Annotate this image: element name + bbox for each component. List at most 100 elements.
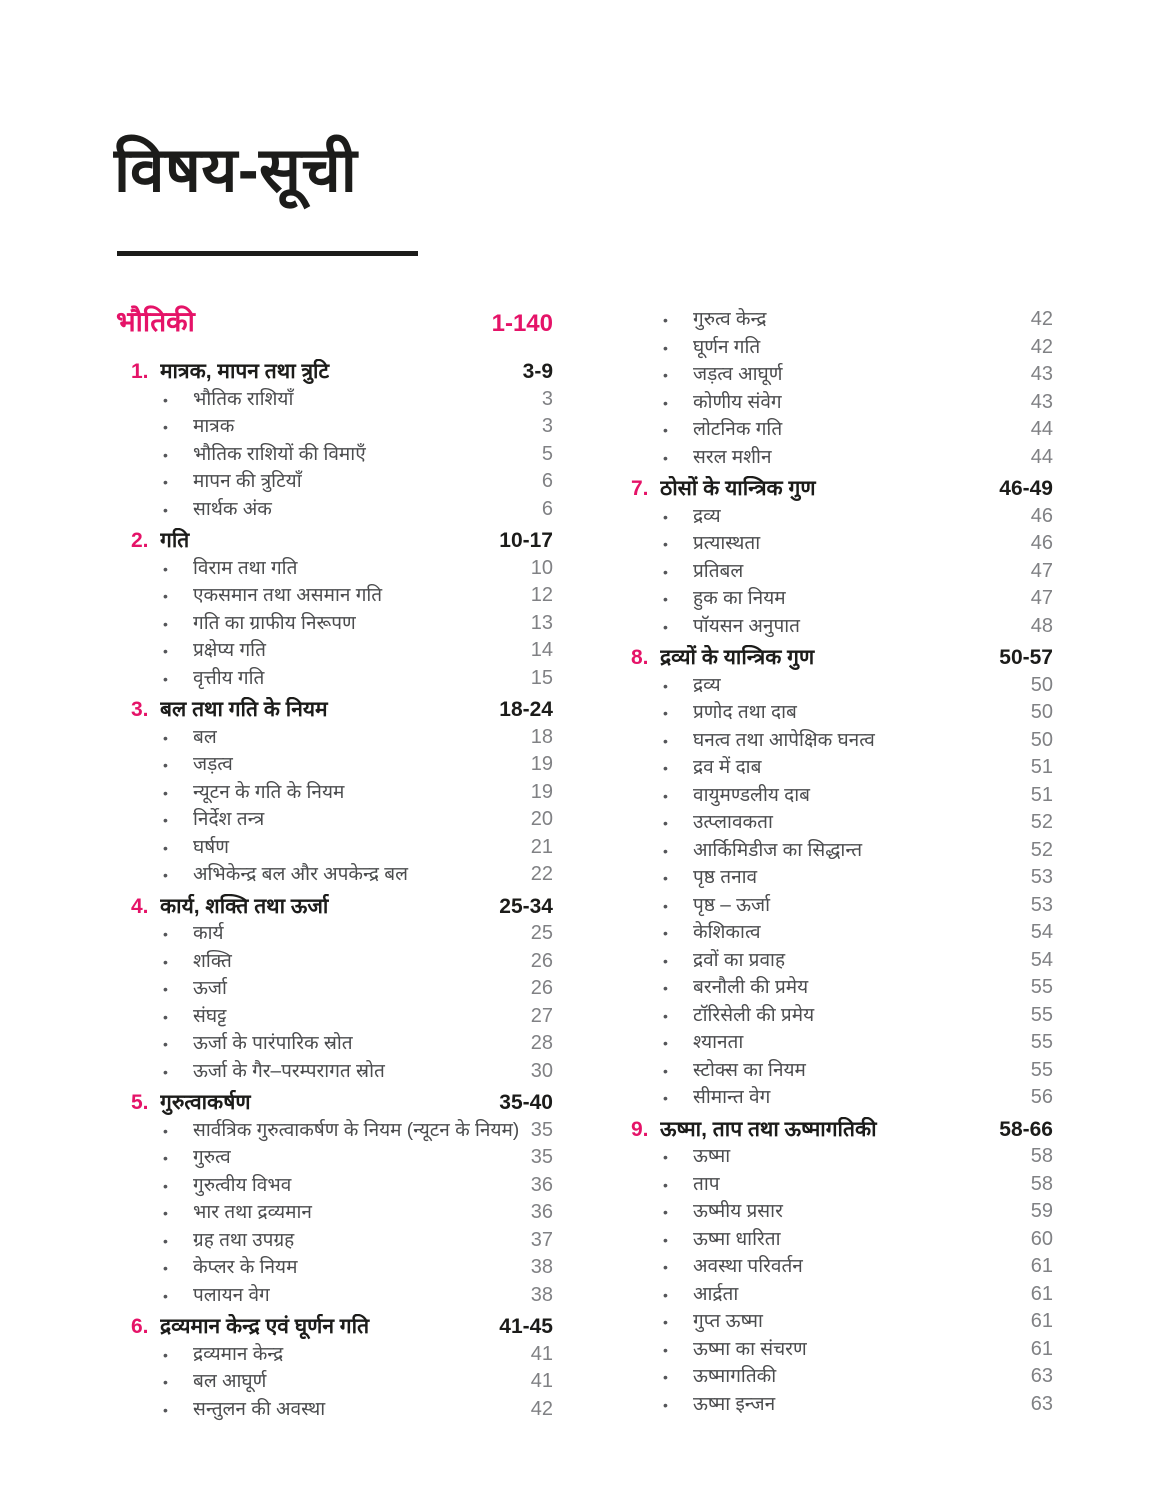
toc-item-page-number: 42 (1030, 308, 1053, 330)
toc-item-label: गुरुत्वीय विभव (193, 1174, 292, 1196)
toc-item-page-number: 63 (1030, 1365, 1053, 1387)
toc-item-label: ऊर्जा के गैर–परम्परागत स्रोत (193, 1060, 385, 1082)
page-title: विषय-सूची (114, 136, 358, 205)
toc-item-row: • पॉयसन अनुपात 48 (616, 613, 1053, 641)
bullet-icon: • (163, 981, 168, 997)
toc-item-label: घर्षण (193, 836, 229, 858)
toc-item-page-number: 56 (1030, 1086, 1053, 1108)
toc-item-page-number: 28 (530, 1032, 553, 1054)
bullet-icon: • (663, 591, 668, 607)
toc-item-label: ऊर्जा के पारंपारिक स्रोत (193, 1033, 353, 1054)
bullet-icon: • (663, 1341, 668, 1358)
toc-item-page-number: 26 (530, 977, 553, 999)
section-page-range: 35-40 (499, 1091, 553, 1114)
toc-item-page-number: 59 (1030, 1200, 1053, 1222)
toc-item-page-number: 22 (530, 863, 553, 885)
toc-item-page-number: 20 (530, 808, 553, 830)
toc-item-label: पृष्ठ तनाव (693, 867, 758, 888)
toc-item-page-number: 36 (530, 1201, 553, 1223)
toc-item-row: • आर्किमिडीज का सिद्धान्त 52 (616, 837, 1053, 865)
toc-item-label: गति का ग्राफीय निरूपण (193, 612, 356, 634)
toc-item-label: ऊर्जा (193, 978, 227, 999)
toc-item-label: कोणीय संवेग (693, 391, 782, 413)
toc-item-row: • एकसमान तथा असमान गति 12 (116, 582, 553, 610)
toc-item-row: • केशिकात्व 54 (616, 919, 1053, 947)
toc-item-page-number: 51 (1030, 783, 1053, 806)
toc-item-row: • द्रव में दाब 51 (616, 754, 1053, 782)
left-column-sections: 1. मात्रक, मापन तथा त्रुटि 3-9 • भौतिक र… (116, 359, 553, 1423)
toc-item-row: • संघट्ट 27 (116, 1003, 553, 1031)
toc-item-label: ऊष्मीय प्रसार (693, 1201, 783, 1222)
bullet-icon: • (663, 312, 668, 328)
toc-item-page-number: 48 (1030, 614, 1053, 637)
toc-item-label: ऊष्मा धारिता (693, 1228, 781, 1250)
section-number: 1. (131, 360, 149, 383)
bullet-icon: • (163, 1232, 168, 1249)
toc-item-row: • ऊर्जा के गैर–परम्परागत स्रोत 30 (116, 1058, 553, 1086)
section-number: 3. (131, 698, 149, 721)
bullet-icon: • (663, 870, 668, 886)
bullet-icon: • (663, 1062, 668, 1079)
toc-item-row: • ऊष्मा इन्जन 63 (616, 1391, 1053, 1419)
bullet-icon: • (663, 1231, 668, 1248)
toc-item-page-number: 55 (1030, 976, 1053, 998)
toc-item-row: • ऊष्मागतिकी 63 (616, 1363, 1053, 1391)
toc-item-label: ग्रह तथा उपग्रह (193, 1229, 295, 1251)
bullet-icon: • (163, 784, 168, 801)
bullet-icon: • (663, 1149, 668, 1165)
toc-item-page-number: 54 (1030, 921, 1053, 943)
toc-item-row: • घर्षण 21 (116, 834, 553, 862)
toc-item-label: लोटनिक गति (693, 419, 783, 440)
toc-item-page-number: 3 (541, 415, 553, 437)
bullet-icon: • (163, 1122, 168, 1139)
toc-item-row: • केप्लर के नियम 38 (116, 1254, 553, 1282)
toc-item-row: • ऊष्मा 58 (616, 1143, 1053, 1171)
bullet-icon: • (663, 815, 668, 831)
section-number: 7. (631, 477, 649, 500)
toc-item-page-number: 50 (1030, 701, 1053, 723)
bullet-icon: • (663, 339, 668, 356)
toc-item-label: द्रवों का प्रवाह (693, 949, 786, 971)
bullet-icon: • (163, 1205, 168, 1221)
section-title: बल तथा गति के नियम (160, 698, 328, 721)
toc-item-label: शक्ति (193, 950, 232, 972)
bullet-icon: • (663, 1286, 668, 1303)
toc-item-row: • अवस्था परिवर्तन 61 (616, 1253, 1053, 1281)
toc-item-label: द्रव्य (693, 674, 721, 696)
toc-item-label: टॉरिसेली की प्रमेय (693, 1004, 815, 1026)
toc-item-row: • शक्ति 26 (116, 948, 553, 976)
toc-item-page-number: 55 (1030, 1058, 1053, 1081)
toc-item-row: • वृत्तीय गति 15 (116, 665, 553, 693)
bullet-icon: • (163, 643, 168, 659)
bullet-icon: • (163, 839, 168, 856)
section-page-range: 50-57 (999, 646, 1053, 669)
toc-item-label: गुरुत्व (193, 1147, 231, 1168)
toc-item-row: • स्टोक्स का नियम 55 (616, 1057, 1053, 1085)
toc-item-row: • अभिकेन्द्र बल और अपकेन्द्र बल 22 (116, 861, 553, 889)
toc-right-column: • गुरुत्व केन्द्र 42 • घूर्णन गति 42 • ज… (616, 306, 1053, 1418)
subject-heading-row: भौतिकी 1-140 (116, 303, 553, 343)
bullet-icon: • (663, 677, 668, 694)
toc-item-page-number: 19 (530, 753, 553, 775)
section-page-range: 46-49 (999, 477, 1053, 500)
toc-item-page-number: 47 (1030, 559, 1053, 582)
bullet-icon: • (163, 757, 168, 773)
toc-item-page-number: 50 (1030, 673, 1053, 696)
bullet-icon: • (663, 1176, 668, 1193)
section-row: 2. गति 10-17 (116, 528, 553, 555)
bullet-icon: • (163, 615, 168, 632)
bullet-icon: • (663, 422, 668, 438)
toc-item-label: वायुमण्डलीय दाब (693, 784, 811, 806)
toc-item-row: • विराम तथा गति 10 (116, 555, 553, 583)
toc-item-row: • भौतिक राशियों की विमाएँ 5 (116, 441, 553, 469)
bullet-icon: • (163, 926, 168, 942)
toc-item-label: गुरुत्व केन्द्र (693, 309, 767, 330)
bullet-icon: • (163, 1287, 168, 1304)
toc-item-row: • प्रतिबल 47 (616, 558, 1053, 586)
toc-item-page-number: 35 (530, 1118, 553, 1141)
bullet-icon: • (663, 1369, 668, 1385)
toc-item-page-number: 5 (541, 442, 553, 465)
toc-item-label: आर्द्रता (693, 1283, 739, 1305)
bullet-icon: • (663, 787, 668, 804)
bullet-icon: • (163, 1063, 168, 1080)
